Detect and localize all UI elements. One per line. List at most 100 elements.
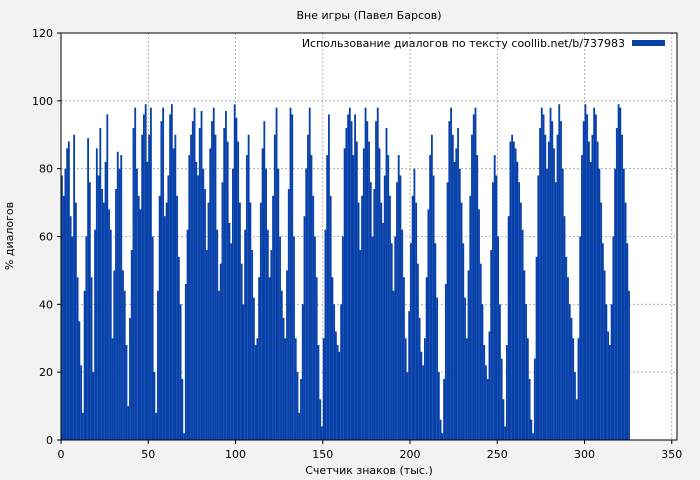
bar (139, 209, 142, 440)
bar (584, 104, 587, 440)
bar (444, 283, 447, 440)
bar (277, 168, 280, 440)
bar (483, 345, 486, 440)
bar (118, 168, 121, 440)
bar (415, 202, 418, 440)
bar (410, 243, 412, 440)
bar (588, 141, 590, 441)
bar (378, 148, 381, 441)
bar (195, 161, 198, 440)
bar (464, 297, 466, 440)
bar (403, 277, 405, 440)
bar (554, 182, 557, 440)
bar (598, 168, 601, 440)
bar (191, 121, 194, 440)
bar (216, 229, 219, 440)
bar (108, 209, 110, 440)
bar (612, 236, 615, 440)
bar (228, 222, 231, 440)
bar (441, 433, 444, 440)
bar (111, 338, 114, 440)
bar (197, 175, 199, 440)
bar (81, 412, 84, 440)
bar (533, 358, 536, 440)
x-axis-label: Счетчик знаков (тыс.) (305, 464, 433, 477)
bar (610, 304, 613, 440)
bar (465, 338, 468, 440)
bar (474, 107, 477, 440)
bar (568, 304, 571, 440)
bar (247, 134, 250, 440)
bar (144, 104, 147, 440)
bar (434, 243, 437, 440)
bar (340, 304, 343, 440)
bar (235, 117, 238, 441)
bar (307, 134, 309, 440)
bar (214, 134, 217, 440)
bar (373, 189, 376, 440)
bar (518, 182, 521, 440)
bar (511, 134, 514, 440)
bar (272, 195, 274, 440)
bar (396, 182, 398, 440)
bar (162, 107, 165, 440)
bar (380, 202, 383, 440)
bar (523, 270, 526, 440)
bar (345, 127, 348, 440)
bar (526, 338, 529, 440)
bar (87, 138, 90, 440)
y-tick-label: 0 (46, 434, 53, 447)
bar (165, 202, 168, 440)
bar (443, 378, 445, 440)
bar (502, 399, 505, 440)
bar (127, 406, 130, 440)
bar (286, 270, 288, 440)
bar (368, 141, 370, 441)
bar (259, 202, 262, 440)
bar (350, 121, 353, 440)
bar (129, 317, 131, 440)
bar (544, 134, 547, 440)
bar (437, 372, 440, 440)
bar (218, 290, 220, 440)
bar (563, 216, 566, 440)
bar (621, 134, 623, 440)
x-tick-label: 100 (225, 448, 246, 461)
bar (387, 155, 390, 440)
bar (167, 175, 170, 440)
bar (317, 345, 320, 440)
bar (336, 345, 339, 440)
bar (305, 168, 308, 440)
bar (219, 263, 222, 440)
bar (385, 127, 388, 440)
bar (116, 151, 119, 441)
bar (572, 338, 575, 440)
y-axis: 0 20 40 60 80 100 120 (32, 27, 61, 447)
bar (149, 107, 152, 440)
bar (80, 365, 83, 440)
bar (341, 236, 344, 440)
bar (202, 168, 205, 440)
y-tick-label: 60 (39, 231, 53, 244)
bar (338, 351, 341, 440)
bar (146, 161, 149, 440)
bar (106, 114, 109, 441)
bar (481, 304, 484, 440)
bar (300, 378, 302, 440)
bar (101, 189, 103, 440)
bar (193, 107, 196, 440)
bar (294, 338, 297, 440)
bar (155, 412, 158, 440)
bar (462, 243, 465, 440)
bar (298, 412, 301, 440)
bar (479, 263, 482, 440)
bar (273, 134, 276, 440)
bar (457, 127, 459, 440)
bar (537, 175, 540, 440)
bar (115, 189, 117, 440)
bar (85, 236, 88, 440)
bar (99, 127, 102, 440)
bar (237, 141, 240, 441)
bar (500, 358, 503, 440)
bar (88, 182, 91, 440)
